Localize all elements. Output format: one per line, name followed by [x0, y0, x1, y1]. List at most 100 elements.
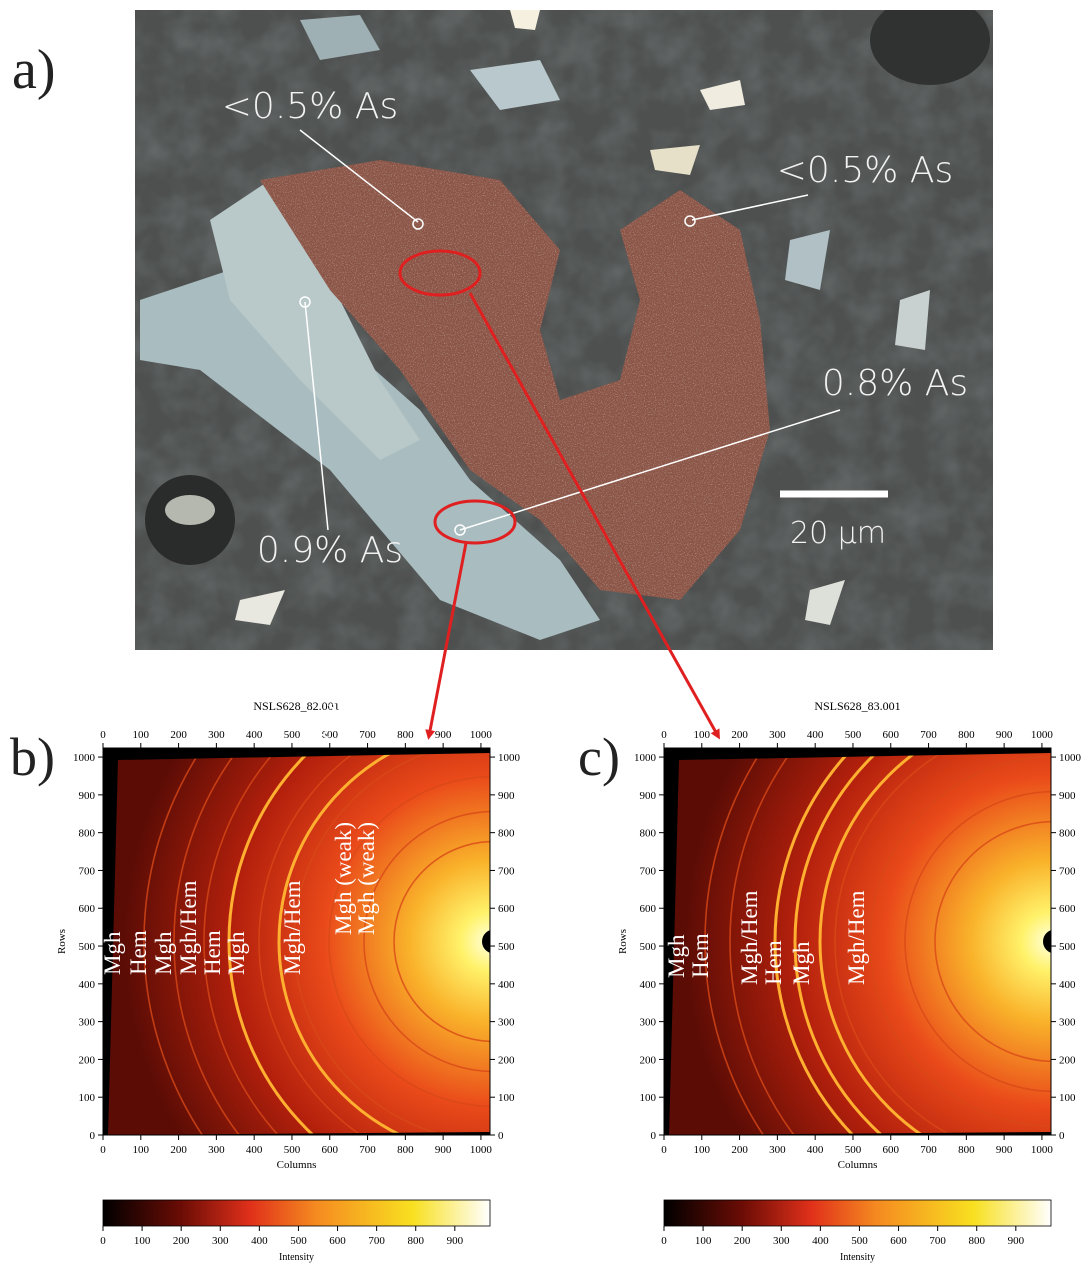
x-tick-label: 800 — [397, 1144, 414, 1156]
x-tick-label: 0 — [100, 729, 106, 741]
panel-label: a) — [12, 39, 56, 101]
x-tick-label: 100 — [694, 1144, 711, 1156]
y-tick-label: 400 — [498, 979, 515, 991]
y-tick-label: 800 — [640, 828, 657, 840]
x-tick-label: 400 — [807, 1144, 824, 1156]
ring-label: Mgh — [100, 931, 125, 975]
y-tick-label: 400 — [79, 979, 96, 991]
y-tick-label: 100 — [498, 1092, 515, 1104]
ring-label: Mgh/Hem — [280, 880, 305, 975]
y-tick-label: 700 — [640, 865, 657, 877]
y-tick-label: 100 — [79, 1092, 96, 1104]
panel-label: c) — [578, 727, 620, 787]
x-tick-label: 800 — [958, 729, 975, 741]
annotation: <0.5% As — [777, 150, 953, 191]
x-tick-label: 800 — [397, 729, 414, 741]
x-tick-label: 0 — [661, 729, 667, 741]
y-tick-label: 300 — [498, 1017, 515, 1029]
y-tick-label: 0 — [1059, 1130, 1065, 1142]
x-tick-label: 1000 — [470, 1144, 493, 1156]
x-tick-label: 400 — [246, 1144, 263, 1156]
y-tick-label: 800 — [498, 828, 515, 840]
x-tick-label: 1000 — [1031, 729, 1054, 741]
x-tick-label: 400 — [246, 729, 263, 741]
y-tick-label: 0 — [651, 1130, 657, 1142]
panel-title: NSLS628_83.001 — [814, 699, 900, 713]
y-tick-label: 600 — [1059, 903, 1076, 915]
colorbar-tick-label: 600 — [890, 1235, 907, 1247]
x-tick-label: 300 — [208, 729, 225, 741]
colorbar-tick-label: 600 — [329, 1235, 346, 1247]
colorbar-tick-label: 100 — [695, 1235, 712, 1247]
diffraction-panel: 0010010020020030030040040050050060060070… — [578, 592, 1085, 1268]
y-tick-label: 900 — [498, 790, 515, 802]
x-tick-label: 200 — [731, 729, 748, 741]
x-tick-label: 400 — [807, 729, 824, 741]
x-tick-label: 100 — [694, 729, 711, 741]
y-tick-label: 1000 — [498, 752, 521, 764]
colorbar-tick-label: 200 — [173, 1235, 190, 1247]
colorbar-tick-label: 800 — [407, 1235, 424, 1247]
colorbar-tick-label: 500 — [290, 1235, 307, 1247]
colorbar-tick-label: 800 — [968, 1235, 985, 1247]
y-tick-label: 100 — [1059, 1092, 1076, 1104]
x-tick-label: 100 — [133, 729, 150, 741]
x-tick-label: 500 — [284, 729, 301, 741]
y-axis-label: Rows — [617, 929, 629, 954]
y-tick-label: 500 — [79, 941, 96, 953]
y-tick-label: 800 — [79, 828, 96, 840]
y-tick-label: 300 — [1059, 1017, 1076, 1029]
y-tick-label: 200 — [1059, 1054, 1076, 1066]
x-tick-label: 500 — [284, 1144, 301, 1156]
x-tick-label: 900 — [996, 1144, 1013, 1156]
y-tick-label: 1000 — [73, 752, 96, 764]
colorbar-tick-label: 300 — [212, 1235, 229, 1247]
x-tick-label: 500 — [845, 1144, 862, 1156]
annotation: 0.9% As — [257, 530, 403, 571]
ring-label: Hem — [761, 940, 786, 985]
colorbar-tick-label: 500 — [851, 1235, 868, 1247]
y-tick-label: 200 — [79, 1054, 96, 1066]
y-tick-label: 400 — [1059, 979, 1076, 991]
figure: a) <0.5% As <0.5% As 0.8% As 0.9% As 20 … — [0, 0, 1085, 1268]
colorbar-tick-label: 300 — [773, 1235, 790, 1247]
y-tick-label: 900 — [640, 790, 657, 802]
x-tick-label: 700 — [920, 729, 937, 741]
ring-label: Hem — [200, 930, 225, 975]
y-tick-label: 300 — [640, 1017, 657, 1029]
y-tick-label: 200 — [640, 1054, 657, 1066]
colorbar-tick-label: 100 — [134, 1235, 151, 1247]
x-tick-label: 900 — [996, 729, 1013, 741]
y-tick-label: 600 — [640, 903, 657, 915]
ring-label: Mgh — [789, 941, 814, 985]
x-tick-label: 700 — [359, 1144, 376, 1156]
x-tick-label: 300 — [208, 1144, 225, 1156]
annotation: <0.5% As — [222, 86, 398, 127]
x-tick-label: 900 — [435, 729, 452, 741]
x-tick-label: 800 — [958, 1144, 975, 1156]
y-tick-label: 500 — [498, 941, 515, 953]
x-tick-label: 600 — [322, 1144, 339, 1156]
colorbar-gradient — [103, 1200, 490, 1226]
y-tick-label: 700 — [79, 865, 96, 877]
ring-label: Mgh/Hem — [737, 890, 762, 985]
ring-label: Hem — [688, 933, 713, 978]
y-tick-label: 300 — [79, 1017, 96, 1029]
colorbar-tick-label: 400 — [251, 1235, 268, 1247]
colorbar-tick-label: 400 — [812, 1235, 829, 1247]
x-tick-label: 1000 — [470, 729, 493, 741]
x-tick-label: 500 — [845, 729, 862, 741]
y-tick-label: 800 — [1059, 828, 1076, 840]
y-tick-label: 1000 — [634, 752, 657, 764]
y-tick-label: 100 — [640, 1092, 657, 1104]
x-tick-label: 600 — [883, 1144, 900, 1156]
panel-label: b) — [10, 727, 55, 787]
x-tick-label: 0 — [661, 1144, 667, 1156]
x-tick-label: 900 — [435, 1144, 452, 1156]
y-tick-label: 600 — [79, 903, 96, 915]
y-tick-label: 700 — [1059, 865, 1076, 877]
y-tick-label: 1000 — [1059, 752, 1082, 764]
x-tick-label: 300 — [769, 1144, 786, 1156]
x-tick-label: 200 — [170, 1144, 187, 1156]
colorbar: 0100200300400500600700800900Intensity — [661, 1200, 1051, 1263]
